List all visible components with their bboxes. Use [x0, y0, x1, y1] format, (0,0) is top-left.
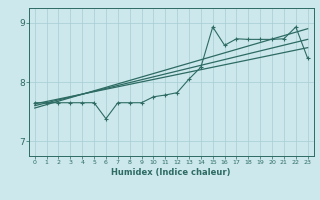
X-axis label: Humidex (Indice chaleur): Humidex (Indice chaleur)	[111, 168, 231, 177]
